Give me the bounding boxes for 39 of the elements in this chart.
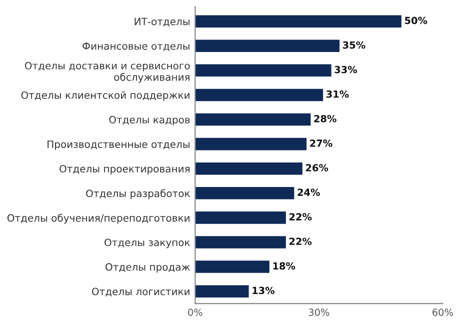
data-label: 35%: [342, 41, 366, 49]
bar: [195, 88, 324, 102]
data-label: 22%: [289, 238, 312, 246]
y-tick-label: Отделы доставки и сервисного обслуживания: [24, 62, 190, 83]
data-label: 18%: [273, 262, 296, 270]
data-label: 13%: [252, 286, 275, 294]
y-tick-label: Отделы продаж: [106, 263, 190, 273]
y-tick-label: Производственные отделы: [48, 140, 190, 150]
data-label: 27%: [310, 140, 332, 147]
bar: [195, 187, 294, 200]
data-label: 31%: [326, 90, 349, 98]
y-tick-label: ИТ-отделы: [134, 18, 190, 27]
y-tick-label: Отделы кадров: [109, 116, 190, 126]
bar: [195, 236, 286, 248]
bar: [195, 113, 311, 126]
y-tick-label: Финансовые отделы: [82, 42, 190, 52]
bar: [195, 138, 307, 150]
x-tick-label: 30%: [308, 308, 330, 316]
y-tick-label: Отделы проектирования: [60, 164, 190, 174]
data-label: 22%: [289, 213, 312, 221]
bar: [195, 162, 302, 175]
x-tick-label: 60%: [432, 308, 453, 316]
y-tick-label: Отделы клиентской поддержки: [21, 91, 190, 101]
data-label: 26%: [306, 164, 328, 172]
y-tick-label: Отделы обучения/переподготовки: [7, 214, 190, 224]
bar: [195, 64, 332, 77]
data-label: 50%: [404, 16, 428, 24]
bar: [195, 15, 402, 28]
y-tick-label: Отделы закупок: [104, 238, 190, 248]
data-label: 24%: [298, 188, 320, 196]
bar: [195, 285, 249, 298]
y-tick-label: Отделы логистики: [92, 288, 190, 297]
data-label: 33%: [334, 66, 358, 74]
bar: [195, 260, 270, 273]
x-tick-label: 0%: [188, 308, 202, 316]
y-tick-label: Отделы разработок: [86, 189, 190, 200]
bar: [195, 40, 340, 52]
data-label: 28%: [314, 114, 336, 122]
bar: [195, 212, 286, 224]
